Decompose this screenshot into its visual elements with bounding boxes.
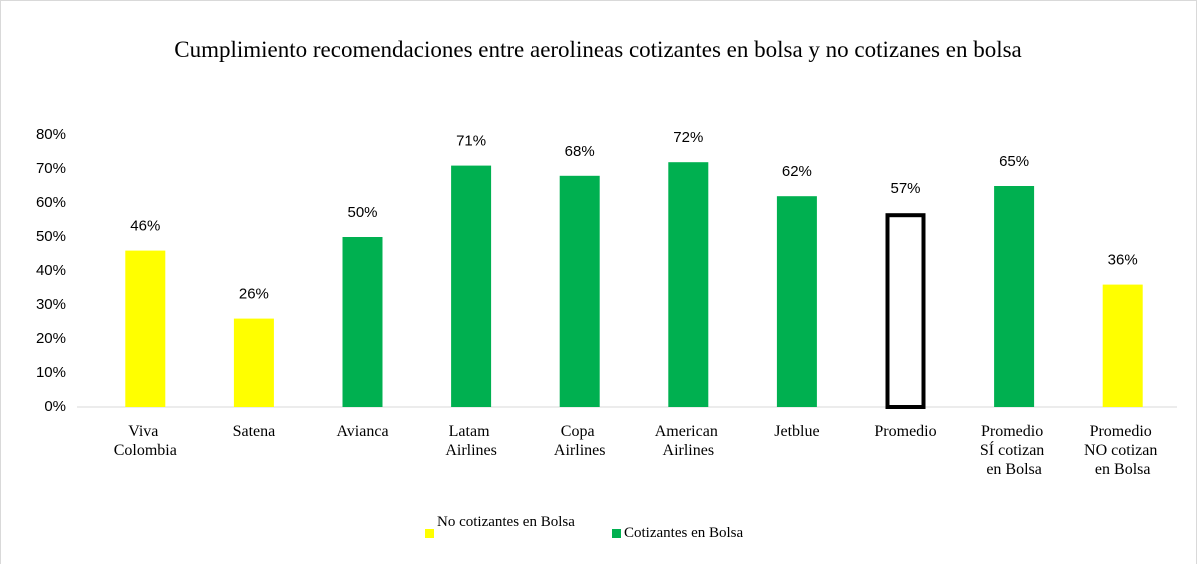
y-tick-label: 40% bbox=[36, 262, 66, 279]
bar bbox=[125, 250, 166, 407]
y-tick-label: 50% bbox=[36, 228, 66, 245]
data-label: 50% bbox=[347, 204, 377, 221]
legend-swatch bbox=[425, 529, 434, 538]
legend-label: Cotizantes en Bolsa bbox=[624, 525, 743, 541]
legend-swatch bbox=[612, 529, 621, 538]
bar bbox=[885, 213, 926, 409]
x-tick-label: Copa Airlines bbox=[554, 423, 606, 459]
chart-title: Cumplimiento recomendaciones entre aerol… bbox=[174, 37, 1022, 62]
bar bbox=[776, 196, 817, 407]
data-label: 26% bbox=[239, 286, 269, 303]
data-label: 62% bbox=[782, 163, 812, 180]
x-tick-label: Promedio SÍ cotizan en Bolsa bbox=[980, 423, 1048, 478]
legend-label: No cotizantes en Bolsa bbox=[437, 514, 575, 530]
y-tick-label: 30% bbox=[36, 296, 66, 313]
y-tick-label: 70% bbox=[36, 160, 66, 177]
data-label: 57% bbox=[890, 180, 920, 197]
data-label: 71% bbox=[456, 133, 486, 150]
data-label: 65% bbox=[999, 153, 1029, 170]
bar bbox=[342, 237, 383, 407]
bar bbox=[451, 165, 492, 407]
x-tick-label: Satena bbox=[233, 423, 276, 440]
data-label: 46% bbox=[130, 218, 160, 235]
bar bbox=[1102, 284, 1143, 407]
data-label: 68% bbox=[565, 143, 595, 160]
y-tick-label: 20% bbox=[36, 330, 66, 347]
data-label: 72% bbox=[673, 129, 703, 146]
x-tick-label: Promedio NO cotizan en Bolsa bbox=[1084, 423, 1161, 478]
bar bbox=[668, 162, 709, 407]
y-tick-label: 60% bbox=[36, 194, 66, 211]
x-tick-label: Jetblue bbox=[774, 423, 819, 440]
data-label: 36% bbox=[1108, 252, 1138, 269]
bar bbox=[559, 175, 600, 407]
x-tick-label: Avianca bbox=[336, 423, 388, 440]
y-tick-label: 0% bbox=[44, 398, 66, 415]
x-tick-label: Viva Colombia bbox=[114, 423, 177, 459]
bar bbox=[994, 186, 1035, 407]
x-tick-label: American Airlines bbox=[655, 423, 722, 459]
x-tick-label: Promedio bbox=[874, 423, 936, 440]
x-tick-label: Latam Airlines bbox=[445, 423, 497, 459]
bar bbox=[233, 318, 274, 407]
y-tick-label: 10% bbox=[36, 364, 66, 381]
y-tick-label: 80% bbox=[36, 126, 66, 143]
